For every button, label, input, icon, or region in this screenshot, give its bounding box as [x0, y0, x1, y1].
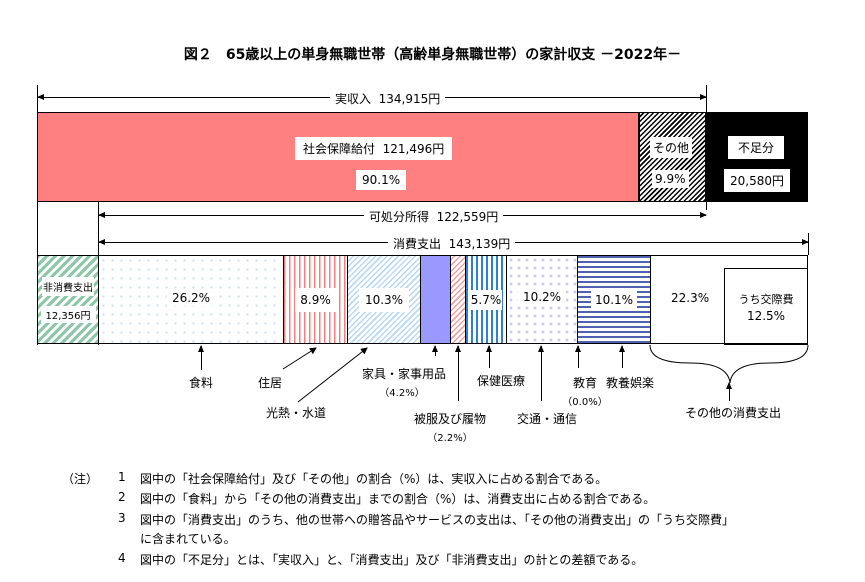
consumption-label-text: 消費支出	[393, 237, 442, 251]
notes-head: （注）	[62, 472, 99, 486]
medical-arrow	[486, 345, 492, 368]
note-1: 図中の「社会保障給付」及び「その他」の割合（%）は、実収入に占める割合である。	[140, 472, 608, 486]
education-label: 教育	[572, 376, 598, 390]
recreation-arrow	[619, 345, 625, 368]
clothing-arrow	[455, 345, 461, 401]
deficit-value: 20,580円	[724, 169, 790, 192]
medical-pct: 5.7%	[469, 289, 503, 310]
education-arrow	[575, 345, 581, 368]
segment-food: 26.2%	[98, 255, 284, 344]
segment-other-consumption: 22.3%	[650, 255, 808, 344]
ss-label: 社会保障給付	[303, 142, 376, 156]
housing-pct: 8.9%	[295, 287, 336, 312]
note-1-num: 1	[118, 470, 126, 484]
social-security-label: 社会保障給付 121,496円	[295, 137, 453, 160]
segment-utilities: 10.3%	[347, 255, 421, 344]
transport-label: 交通・通信	[516, 412, 578, 426]
housing-label: 住居	[257, 376, 283, 390]
consumption-value: 143,139円	[448, 237, 511, 251]
entertainment-pct: 12.5%	[746, 308, 786, 323]
income-label-text: 実収入	[335, 92, 372, 106]
other-consumption-pct: 22.3%	[671, 290, 710, 305]
note-4: 図中の「不足分」とは、「実収入」と、「消費支出」及び「非消費支出」の計との差額で…	[140, 553, 644, 567]
non-consumption-value: 12,356円	[40, 305, 96, 323]
other-income-pct: 9.9%	[652, 170, 689, 188]
education-pct: （0.0%）	[562, 397, 608, 408]
other-consumption-label: その他の消費支出	[684, 406, 782, 420]
transport-pct: 10.2%	[517, 288, 567, 305]
medical-label: 保健医療	[476, 374, 526, 388]
deficit-label: 不足分	[728, 136, 785, 159]
social-security-pct: 90.1%	[356, 170, 407, 190]
page-title: 図２ 65歳以上の単身無職世帯（高齢単身無職世帯）の家計収支 －2022年－	[183, 47, 682, 63]
furniture-pct: （4.2%）	[379, 388, 425, 399]
utilities-label: 光熱・水道	[265, 406, 327, 420]
recreation-pct: 10.1%	[590, 288, 638, 311]
furniture-label: 家具・家事用品	[361, 367, 447, 381]
note-3: 図中の「消費支出」のうち、他の世帯への贈答品やサービスの支出は、「その他の消費支…	[140, 513, 735, 527]
other-consumption-brace	[649, 344, 809, 384]
segment-transport: 10.2%	[506, 255, 578, 344]
divider	[37, 85, 38, 345]
other-income-label: その他	[650, 137, 693, 158]
social-security-block	[37, 112, 639, 202]
clothing-pct: （2.2%）	[427, 433, 473, 444]
note-2-num: 2	[118, 490, 126, 504]
disposable-label-text: 可処分所得	[369, 210, 430, 224]
utilities-pct: 10.3%	[358, 287, 410, 312]
non-consumption-label: 非消費支出	[42, 276, 94, 296]
non-consumption-segment: 非消費支出 12,356円	[37, 255, 99, 344]
transport-arrow	[538, 345, 544, 401]
note-4-num: 4	[118, 551, 126, 565]
utilities-arrow	[297, 347, 368, 403]
segment-recreation: 10.1%	[577, 255, 651, 344]
entertainment-box: うち交際費 12.5%	[724, 268, 808, 345]
note-3-num: 3	[118, 511, 126, 525]
recreation-label: 教養娯楽	[605, 376, 655, 390]
note-3-cont: に含まれている。	[140, 532, 236, 546]
food-pct: 26.2%	[166, 289, 216, 306]
disposable-value: 122,559円	[436, 210, 499, 224]
consumption-label: 消費支出 143,139円	[388, 234, 516, 253]
income-label: 実収入 134,915円	[330, 89, 446, 108]
income-value: 134,915円	[378, 92, 441, 106]
food-arrow	[198, 345, 204, 370]
entertainment-label: うち交際費	[738, 292, 794, 306]
food-label: 食料	[188, 376, 214, 390]
ss-value: 121,496円	[382, 142, 445, 156]
segment-medical: 5.7%	[465, 255, 507, 344]
furniture-arrow	[432, 345, 438, 356]
housing-arrow	[282, 347, 317, 370]
disposable-label: 可処分所得 122,559円	[364, 207, 504, 226]
other-consumption-arrow	[726, 382, 732, 401]
note-2: 図中の「食料」から「その他の消費支出」までの割合（%）は、消費支出に占める割合で…	[140, 492, 656, 506]
clothing-label: 被服及び履物	[413, 412, 487, 426]
